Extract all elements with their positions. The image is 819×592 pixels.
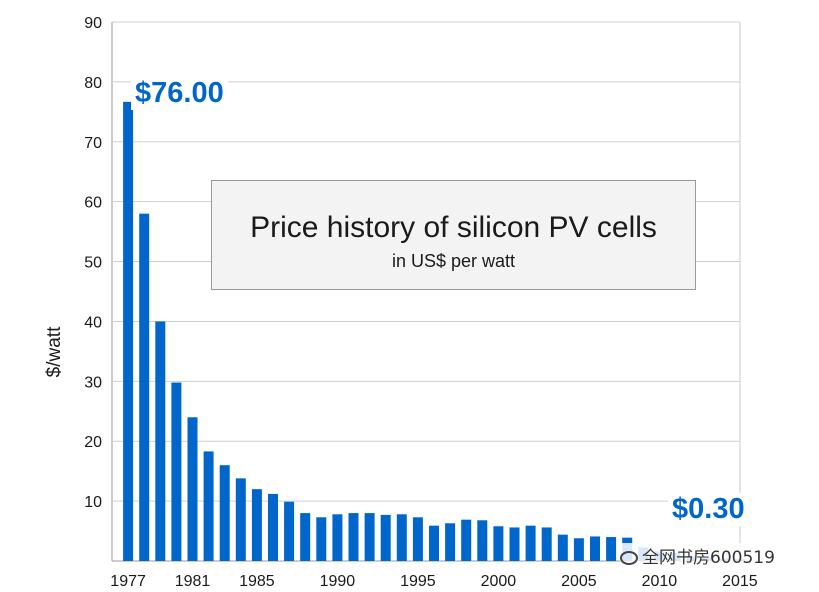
bar-2000 xyxy=(493,526,504,561)
chart-subtitle: in US$ per watt xyxy=(391,251,516,271)
x-tick-label: 1977 xyxy=(110,573,146,590)
bar-1988 xyxy=(300,513,311,561)
bar-1987 xyxy=(284,501,295,561)
bar-2003 xyxy=(541,527,552,561)
x-tick-label: 2005 xyxy=(561,573,597,590)
bar-2001 xyxy=(509,527,520,561)
bar-2006 xyxy=(590,536,600,561)
bar-1985 xyxy=(251,489,262,561)
bar-1999 xyxy=(477,520,488,561)
x-tick-labels: 1977 1981 1985 1990 1995 2000 2005 2010 2015 xyxy=(110,573,757,590)
bar-1990 xyxy=(332,514,343,561)
bar-1978 xyxy=(139,213,150,561)
bar-1977 xyxy=(123,101,134,562)
bar-2007 xyxy=(606,537,617,561)
y-tick-label: 30 xyxy=(84,374,102,391)
bar-1980 xyxy=(171,382,182,561)
x-tick-label: 1981 xyxy=(175,573,211,590)
bar-1991 xyxy=(348,513,359,561)
bar-1995 xyxy=(412,517,423,561)
bar-1997 xyxy=(445,523,456,561)
x-tick-label: 2015 xyxy=(722,573,758,590)
bar-2005 xyxy=(573,538,584,561)
y-tick-label: 40 xyxy=(84,314,102,331)
callout-start-price: $76.00 xyxy=(131,77,228,110)
bar-1984 xyxy=(235,478,246,561)
x-tick-label: 2000 xyxy=(481,573,517,590)
bar-1986 xyxy=(268,493,278,561)
y-tick-labels: 10 20 30 40 50 60 70 80 90 xyxy=(84,15,102,511)
y-tick-label: 60 xyxy=(84,195,102,212)
y-tick-label: 70 xyxy=(84,135,102,152)
bar-1998 xyxy=(461,519,472,561)
bar-2004 xyxy=(557,534,568,561)
bar-1982 xyxy=(203,451,214,561)
bar-1981 xyxy=(187,417,198,561)
x-tick-label: 1995 xyxy=(400,573,436,590)
watermark-text: 全网书房600519 xyxy=(642,548,775,568)
bar-2002 xyxy=(525,525,536,561)
y-tick-label: 10 xyxy=(84,494,102,511)
y-tick-label: 80 xyxy=(84,75,102,92)
chart-title-box: Price history of silicon PV cells in US$… xyxy=(211,180,696,290)
x-tick-label: 1990 xyxy=(320,573,356,590)
chat-icon xyxy=(620,551,638,565)
callout-end-price: $0.30 xyxy=(668,493,749,526)
bar-1994 xyxy=(396,514,407,561)
y-axis-label: $/watt xyxy=(44,326,65,377)
x-tick-label: 2010 xyxy=(642,573,678,590)
y-tick-label: 20 xyxy=(84,434,102,451)
bar-1989 xyxy=(316,517,327,561)
bar-1979 xyxy=(155,321,166,561)
chart-title: Price history of silicon PV cells xyxy=(250,211,657,244)
x-tick-label: 1985 xyxy=(239,573,275,590)
bar-1993 xyxy=(380,514,391,561)
y-tick-label: 90 xyxy=(84,15,102,32)
bar-1996 xyxy=(429,525,439,561)
y-tick-label: 50 xyxy=(84,255,102,272)
bar-series xyxy=(123,101,745,562)
bar-1983 xyxy=(219,465,230,561)
watermark: 全网书房600519 xyxy=(620,543,775,568)
bar-1992 xyxy=(364,513,375,561)
